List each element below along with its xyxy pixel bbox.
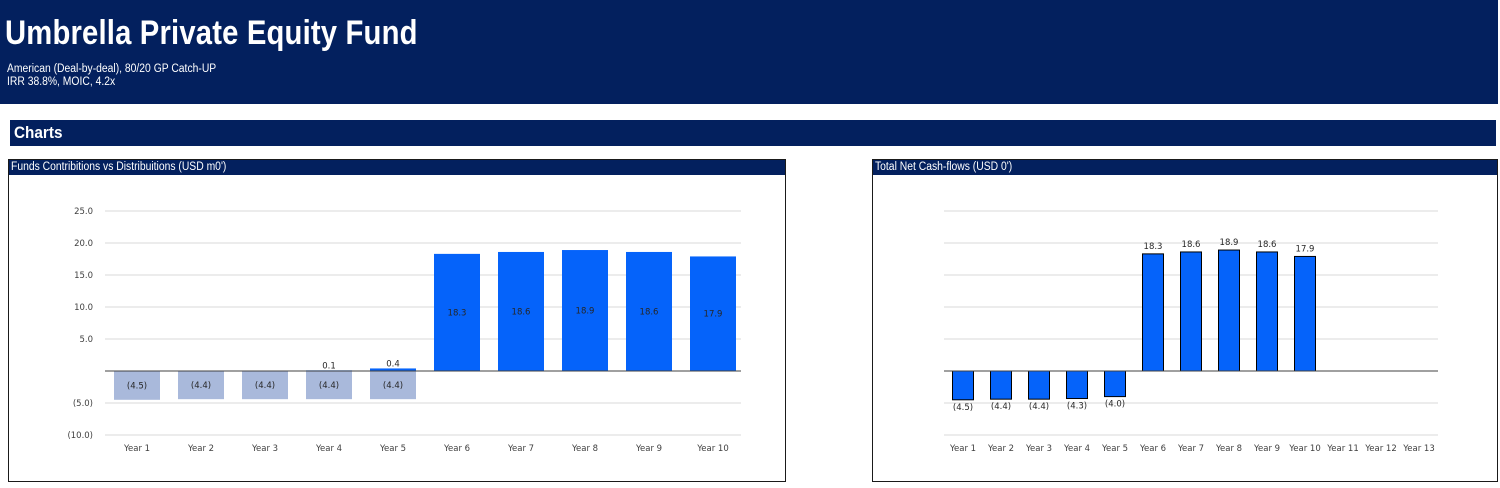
data-label: 17.9 — [1296, 244, 1315, 254]
x-tick-label: Year 7 — [1177, 444, 1204, 454]
data-label: 18.9 — [576, 307, 595, 317]
bar — [1028, 370, 1050, 400]
y-tick-label: 15.0 — [74, 271, 93, 281]
net-cashflows-chart: Total Net Cash-flows (USD 0') Year 1 Year… — [872, 159, 1498, 482]
fund-returns-subtitle: IRR 38.8%, MOIC, 4.2x — [7, 76, 116, 88]
chart-title-bar: Funds Contribitions vs Distribuitions (U… — [9, 160, 785, 175]
bar — [1180, 251, 1202, 372]
bar — [370, 368, 416, 371]
data-label: (4.4) — [319, 381, 339, 391]
data-label: (4.4) — [383, 381, 403, 391]
data-label: 0.4 — [386, 359, 400, 369]
bar — [114, 371, 160, 400]
data-label: 18.3 — [1144, 242, 1163, 252]
x-tick-label: Year 9 — [635, 444, 662, 454]
x-tick-label: Year 2 — [187, 444, 214, 454]
x-tick-label: Year 2 — [987, 444, 1014, 454]
x-tick-label: Year 3 — [251, 444, 278, 454]
bar — [178, 371, 224, 400]
fund-structure-subtitle: American (Deal-by-deal), 80/20 GP Catch-… — [7, 63, 217, 75]
bar — [306, 371, 352, 400]
x-tick-label: Year 13 — [1402, 444, 1435, 454]
x-tick-label: Year 12 — [1364, 444, 1397, 454]
bar — [1104, 370, 1126, 398]
charts-section-bar: Charts — [10, 120, 1496, 146]
bar — [370, 371, 416, 400]
x-tick-label: Year 3 — [1025, 444, 1052, 454]
bar — [626, 251, 672, 371]
x-tick-label: Year 8 — [1215, 444, 1242, 454]
x-tick-label: Year 1 — [123, 444, 150, 454]
bar — [1218, 249, 1240, 372]
x-tick-label: Year 1 — [949, 444, 976, 454]
data-label: (4.0) — [1105, 400, 1125, 410]
data-label: (4.4) — [255, 381, 275, 391]
x-tick-label: Year 10 — [1288, 444, 1321, 454]
data-label: (4.4) — [1029, 402, 1049, 412]
bar — [690, 256, 736, 371]
bar — [562, 250, 608, 371]
data-label: 18.6 — [1182, 240, 1201, 250]
data-label: (4.5) — [127, 381, 147, 391]
bar — [498, 251, 544, 371]
contributions-distributions-chart: Funds Contribitions vs Distribuitions (U… — [8, 159, 786, 482]
data-label: 17.9 — [704, 310, 723, 320]
chart-title-bar: Total Net Cash-flows (USD 0') — [873, 160, 1497, 175]
chart-title: Total Net Cash-flows (USD 0') — [875, 161, 1013, 173]
data-label: 18.6 — [1258, 240, 1277, 250]
y-tick-label: 25.0 — [74, 207, 93, 217]
bar — [242, 371, 288, 400]
bar — [990, 370, 1012, 400]
y-tick-label: 20.0 — [74, 239, 93, 249]
x-tick-label: Year 5 — [379, 444, 406, 454]
bar — [1294, 255, 1316, 372]
section-title: Charts — [14, 123, 63, 142]
bar — [434, 253, 480, 371]
x-tick-label: Year 8 — [571, 444, 598, 454]
y-tick-label: 5.0 — [79, 335, 93, 345]
chart-title: Funds Contribitions vs Distribuitions (U… — [11, 161, 227, 173]
bar — [1142, 253, 1164, 372]
contributions-distributions-plot: 25.0 20.0 15.0 10.0 5.0 (5.0) (10.0) Year 1 Year… — [67, 207, 741, 454]
data-label: (4.4) — [991, 402, 1011, 412]
fund-header-banner: Umbrella Private Equity Fund American (D… — [0, 0, 1498, 104]
data-label: (4.3) — [1067, 402, 1087, 412]
x-tick-label: Year 9 — [1253, 444, 1280, 454]
y-tick-label: 10.0 — [74, 303, 93, 313]
x-tick-label: Year 5 — [1101, 444, 1128, 454]
data-label: 18.6 — [640, 307, 659, 317]
data-label: 0.1 — [322, 361, 336, 371]
x-tick-label: Year 10 — [696, 444, 729, 454]
x-tick-label: Year 4 — [1063, 444, 1090, 454]
y-tick-label: (10.0) — [67, 431, 93, 441]
data-label: 18.9 — [1220, 238, 1239, 248]
data-label: 18.6 — [512, 307, 531, 317]
x-tick-label: Year 4 — [315, 444, 342, 454]
bar — [1066, 370, 1088, 400]
data-label: (4.4) — [191, 381, 211, 391]
bar — [1256, 251, 1278, 372]
x-tick-label: Year 7 — [507, 444, 534, 454]
data-label: 18.3 — [448, 308, 467, 318]
y-tick-label: (5.0) — [73, 399, 93, 409]
x-tick-label: Year 6 — [443, 444, 470, 454]
x-tick-label: Year 11 — [1326, 444, 1359, 454]
fund-title: Umbrella Private Equity Fund — [5, 14, 418, 52]
data-label: (4.5) — [953, 403, 973, 413]
net-cashflows-plot: Year 1 Year 2 Year 3 Year 4 Year 5 Year 6 Year… — [944, 210, 1438, 454]
x-tick-label: Year 6 — [1139, 444, 1166, 454]
bar — [952, 370, 974, 401]
